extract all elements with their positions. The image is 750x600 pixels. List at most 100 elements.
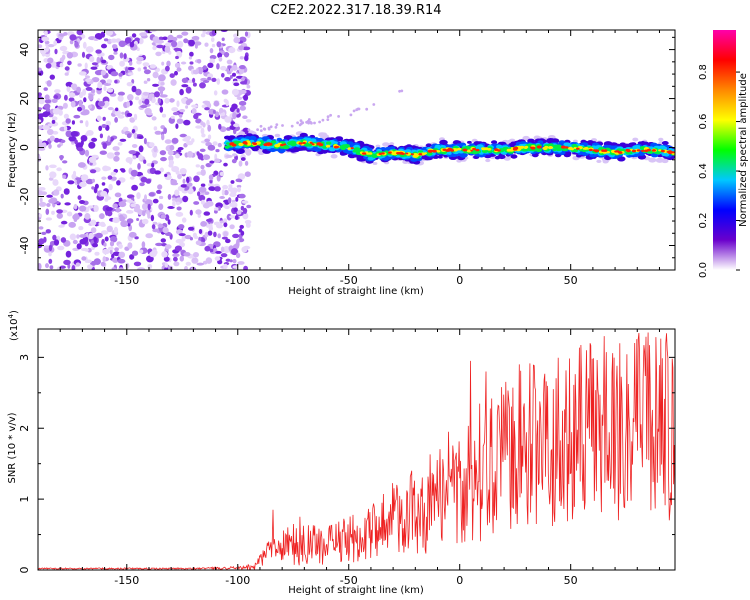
- noise-point: [151, 224, 156, 230]
- noise-point: [97, 101, 105, 107]
- noise-point: [185, 261, 191, 266]
- ridge-point: [547, 146, 554, 150]
- noise-point: [81, 174, 89, 181]
- noise-point: [158, 74, 166, 82]
- noise-point: [241, 200, 249, 204]
- x-tick-label: -50: [340, 274, 358, 287]
- noise-point: [112, 217, 120, 224]
- noise-point: [238, 89, 247, 95]
- noise-point: [209, 223, 213, 230]
- noise-point: [105, 30, 114, 36]
- ridge-point: [283, 145, 290, 150]
- ridge-point: [375, 144, 381, 148]
- noise-point: [202, 154, 211, 160]
- ridge-point: [625, 148, 630, 152]
- noise-point: [106, 65, 112, 70]
- ridge-point: [658, 149, 662, 152]
- noise-point: [216, 41, 222, 48]
- noise-point: [59, 45, 68, 52]
- noise-point: [153, 126, 158, 131]
- noise-point: [220, 253, 228, 258]
- noise-point: [166, 60, 171, 67]
- noise-point: [156, 44, 165, 49]
- y-tick-label: -20: [18, 188, 31, 206]
- noise-point: [118, 201, 127, 208]
- noise-point: [148, 192, 155, 197]
- ridge-point: [658, 137, 664, 142]
- noise-point: [65, 250, 72, 258]
- ridge-point: [280, 143, 284, 147]
- noise-point: [128, 231, 137, 238]
- ridge-point: [384, 150, 389, 153]
- noise-point: [202, 65, 207, 70]
- noise-point: [198, 229, 203, 234]
- noise-point: [44, 99, 52, 104]
- spectrogram-marks: [38, 30, 675, 270]
- noise-point: [60, 193, 64, 199]
- ridge-point: [325, 144, 331, 148]
- noise-point: [114, 109, 122, 117]
- noise-point: [117, 95, 124, 102]
- noise-point: [90, 219, 97, 226]
- noise-point: [239, 105, 246, 111]
- ridge-point: [491, 140, 498, 145]
- noise-point: [119, 52, 124, 59]
- noise-point: [194, 43, 198, 49]
- noise-point: [225, 154, 233, 158]
- noise-point: [143, 137, 147, 145]
- noise-point: [71, 120, 75, 125]
- noise-point: [104, 100, 110, 107]
- noise-point: [151, 162, 155, 168]
- faint-trace-point: [372, 103, 376, 106]
- noise-point: [105, 206, 113, 212]
- spectrogram-y-label: Frequency (Hz): [7, 112, 18, 188]
- noise-point: [44, 30, 48, 37]
- noise-point: [137, 163, 141, 170]
- noise-point: [101, 59, 107, 64]
- noise-point: [236, 108, 240, 113]
- noise-point: [103, 86, 107, 91]
- noise-point: [77, 63, 82, 67]
- noise-point: [159, 88, 164, 96]
- noise-point: [118, 267, 124, 270]
- noise-point: [115, 207, 121, 213]
- noise-point: [141, 241, 146, 249]
- noise-point: [101, 182, 106, 186]
- noise-point: [152, 71, 159, 79]
- noise-point: [96, 115, 102, 122]
- ridge-point: [437, 155, 443, 159]
- noise-point: [216, 78, 221, 85]
- noise-point: [76, 234, 80, 239]
- noise-point: [49, 265, 54, 270]
- noise-point: [203, 211, 211, 216]
- noise-point: [103, 242, 107, 247]
- noise-point: [246, 84, 251, 89]
- noise-point: [182, 195, 189, 203]
- noise-point: [63, 188, 70, 195]
- noise-point: [84, 248, 89, 252]
- noise-point: [230, 201, 238, 208]
- noise-point: [242, 212, 249, 220]
- noise-point: [111, 267, 117, 270]
- noise-point: [207, 134, 212, 140]
- noise-point: [60, 237, 67, 243]
- ridge-point: [266, 139, 272, 143]
- noise-point: [210, 187, 215, 192]
- ridge-point: [462, 153, 468, 157]
- noise-point: [118, 72, 123, 77]
- ridge-point: [655, 157, 664, 163]
- noise-point: [244, 160, 249, 166]
- faint-trace-point: [305, 120, 308, 124]
- ridge-point: [588, 148, 593, 152]
- faint-trace-point: [269, 125, 273, 129]
- colorbar-label: Normalized spectral amplitude: [738, 73, 749, 227]
- noise-point: [43, 87, 48, 91]
- noise-point: [100, 230, 109, 235]
- ridge-point: [346, 150, 352, 155]
- noise-point: [90, 227, 97, 234]
- noise-point: [159, 150, 167, 156]
- noise-point: [72, 239, 78, 245]
- noise-point: [90, 66, 98, 70]
- noise-point: [200, 199, 205, 205]
- noise-point: [165, 65, 170, 72]
